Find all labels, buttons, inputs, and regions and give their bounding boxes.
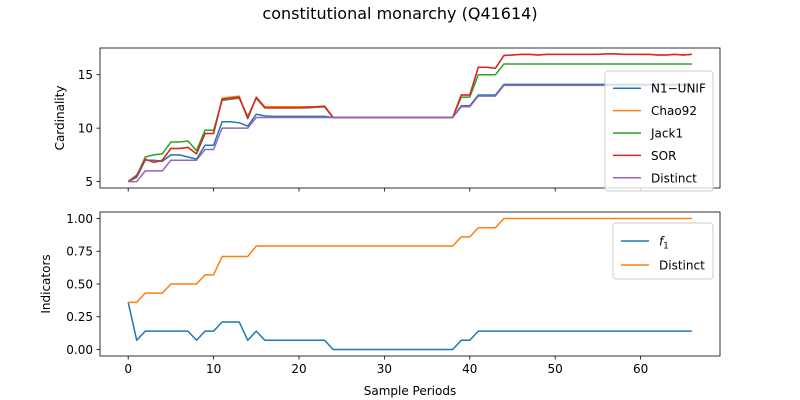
legend-label-f1: f1: [659, 235, 669, 252]
legend-label-jack1: Jack1: [650, 127, 683, 141]
y-tick-label: 10: [78, 121, 93, 135]
x-axis-label: Sample Periods: [364, 384, 456, 398]
x-tick-label: 60: [633, 362, 648, 376]
y-tick-label: 1.00: [66, 212, 93, 226]
y-tick-label: 0.00: [66, 343, 93, 357]
top-y-axis-label: Cardinality: [53, 86, 67, 151]
y-tick-label: 0.25: [66, 310, 93, 324]
y-tick-label: 15: [78, 68, 93, 82]
top-panel: 5 10 15 Cardinality N1−UNIF Chao92 Jack1 SOR Dis…: [53, 47, 721, 192]
y-tick-label: 5: [85, 175, 93, 189]
legend-label-n1-unif: N1−UNIF: [651, 82, 706, 96]
top-legend-box: [604, 70, 714, 192]
legend-label-distinct: Distinct: [651, 171, 697, 185]
legend-label-sor: SOR: [651, 149, 676, 163]
x-tick-label: 30: [377, 362, 392, 376]
x-tick-label: 0: [124, 362, 132, 376]
x-tick-label: 20: [291, 362, 306, 376]
x-tick-label: 50: [548, 362, 563, 376]
y-tick-label: 0.50: [66, 277, 93, 291]
y-tick-label: 0.75: [66, 245, 93, 259]
series-line-distinct-bottom: [128, 217, 692, 304]
bottom-panel: 0 10 20 30 40 50 60 0.00 0.25 0.50 0.75 1.00 Indicat…: [39, 211, 721, 398]
x-tick-label: 40: [462, 362, 477, 376]
legend-label-distinct: Distinct: [659, 259, 705, 273]
top-legend: N1−UNIF Chao92 Jack1 SOR Distinct: [604, 70, 714, 192]
x-tick-label: 10: [206, 362, 221, 376]
series-line-f1-bottom: [127, 302, 692, 351]
top-axes-frame: [99, 47, 721, 189]
bottom-y-axis-label: Indicators: [39, 254, 53, 313]
figure-title: constitutional monarchy (Q41614): [262, 4, 537, 23]
series-line-distinct-top: [128, 84, 692, 183]
legend-label-chao92: Chao92: [651, 104, 697, 118]
bottom-legend: f1 Distinct: [612, 222, 714, 280]
